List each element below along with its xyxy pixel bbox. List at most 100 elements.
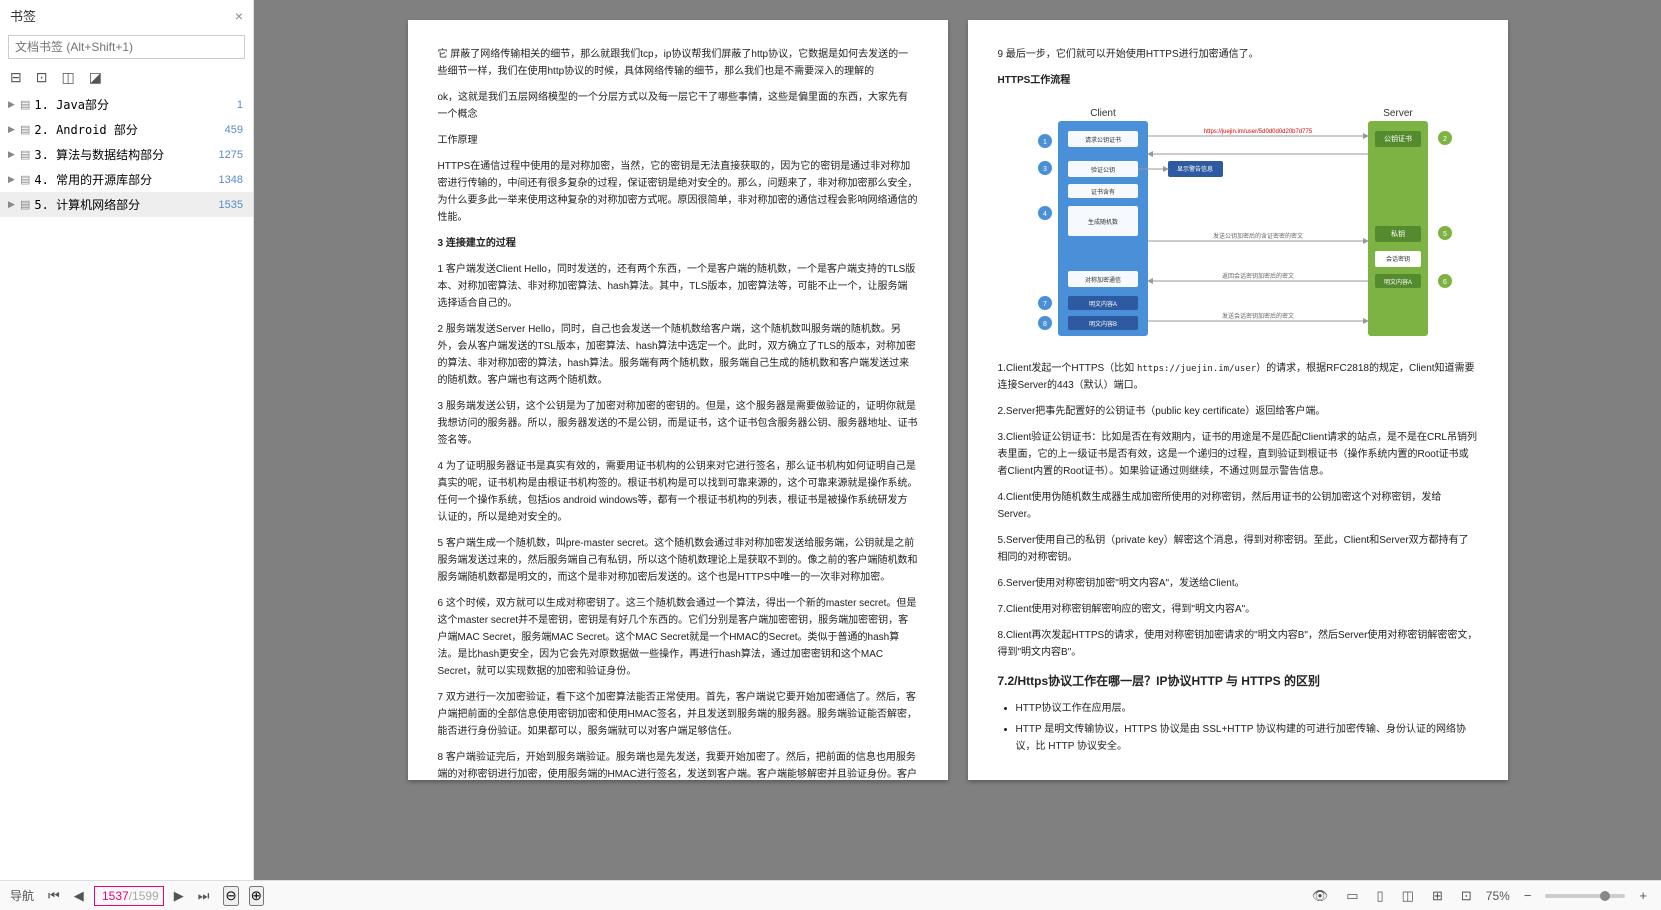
paragraph: 1 客户端发送Client Hello，同时发送的，还有两个东西，一个是客户端的…: [438, 261, 918, 312]
sidebar-item-label: 3. 算法与数据结构部分: [34, 146, 164, 163]
last-page-button[interactable]: ⏭: [194, 886, 214, 906]
chevron-right-icon[interactable]: ▶: [8, 199, 16, 210]
bookmark-page-icon: ▤: [20, 98, 30, 111]
paragraph: 9 最后一步，它们就可以开始使用HTTPS进行加密通信了。: [998, 46, 1478, 63]
chevron-right-icon[interactable]: ▶: [8, 99, 16, 110]
view-mode-split-icon[interactable]: ◫: [1398, 886, 1418, 906]
svg-text:发送会话密钥加密后的密文: 发送会话密钥加密后的密文: [1221, 312, 1293, 320]
paragraph: 1.Client发起一个HTTPS（比如 https://juejin.im/u…: [998, 360, 1478, 394]
sidebar-title: 书签: [10, 6, 36, 25]
https-flow-diagram: ClientServer请求公钥证书验证公钥证书含有生成随机数对称加密通信明文内…: [998, 106, 1478, 346]
paragraph: 3 服务端发送公钥，这个公钥是为了加密对称加密的密钥的。但是，这个服务器是需要做…: [438, 398, 918, 449]
view-mode-more-icon[interactable]: ⊡: [1457, 886, 1476, 906]
list-item: HTTP协议工作在应用层。: [1016, 700, 1478, 717]
paragraph: HTTPS在通信过程中使用的是对称加密，当然，它的密钥是无法直接获取的，因为它的…: [438, 158, 918, 226]
page-left: 它 屏蔽了网络传输相关的细节，那么就跟我们tcp，ip协议帮我们屏蔽了http协…: [408, 20, 948, 780]
paragraph: 7 双方进行一次加密验证，看下这个加密算法能否正常使用。首先，客户端说它要开始加…: [438, 689, 918, 740]
sidebar-item-label: 5. 计算机网络部分: [34, 196, 140, 213]
chevron-right-icon[interactable]: ▶: [8, 149, 16, 160]
view-mode-grid-icon[interactable]: ⊞: [1428, 886, 1447, 906]
paragraph: 2.Server把事先配置好的公钥证书（public key certifica…: [998, 403, 1478, 420]
next-page-button[interactable]: ▶: [170, 886, 188, 906]
expand-all-icon[interactable]: ⊟: [10, 69, 22, 86]
page-right: 9 最后一步，它们就可以开始使用HTTPS进行加密通信了。 HTTPS工作流程 …: [968, 20, 1508, 780]
svg-text:证书含有: 证书含有: [1090, 188, 1114, 196]
svg-text:验证公钥: 验证公钥: [1090, 166, 1114, 174]
paragraph: 2 服务端发送Server Hello，同时，自己也会发送一个随机数给客户端，这…: [438, 321, 918, 389]
view-mode-b-icon[interactable]: ▯: [1373, 886, 1388, 906]
nav-label: 导航: [10, 887, 34, 904]
close-icon[interactable]: ×: [235, 8, 243, 24]
status-bar: 导航 ⏮ ◀ 1537/1599 ▶ ⏭ ⊖ ⊕ 👁 ▭ ▯ ◫ ⊞ ⊡ 75%…: [0, 880, 1661, 910]
svg-text:对称加密通信: 对称加密通信: [1084, 276, 1120, 284]
zoom-value: 75%: [1486, 889, 1510, 903]
prev-page-button[interactable]: ◀: [70, 886, 88, 906]
sidebar-item[interactable]: ▶ ▤ 5. 计算机网络部分 1535: [0, 192, 253, 217]
bookmark-search-input[interactable]: [8, 35, 245, 59]
svg-text:会话密钥: 会话密钥: [1385, 255, 1409, 263]
svg-text:返回会话密钥加密后的密文: 返回会话密钥加密后的密文: [1221, 272, 1293, 280]
subheading: HTTPS工作流程: [998, 72, 1478, 89]
paragraph: 8 客户端验证完后，开始到服务端验证。服务端也是先发送，我要开始加密了。然后，把…: [438, 749, 918, 780]
first-page-button[interactable]: ⏮: [44, 886, 64, 906]
svg-text:公钥证书: 公钥证书: [1384, 134, 1412, 143]
svg-text:发送公钥加密后的含证密密的密文: 发送公钥加密后的含证密密的密文: [1212, 232, 1302, 240]
bookmarks-sidebar: 书签 × ⊟ ⊡ ◫ ◪ ▶▤1. Java部分1▶▤2. Android 部分…: [0, 0, 254, 880]
bookmark-list: ▶▤1. Java部分1▶▤2. Android 部分459▶▤3. 算法与数据…: [0, 92, 253, 880]
sidebar-item[interactable]: ▶▤1. Java部分1: [0, 92, 253, 117]
sidebar-item[interactable]: ▶ ▤ 3. 算法与数据结构部分 1275: [0, 142, 253, 167]
svg-text:1: 1: [1043, 139, 1047, 146]
svg-text:请求公钥证书: 请求公钥证书: [1084, 136, 1120, 144]
zoom-plus-button[interactable]: +: [1635, 886, 1651, 905]
bookmark-page-icon: ▤: [20, 123, 30, 136]
svg-text:4: 4: [1043, 211, 1047, 218]
document-viewport[interactable]: 它 屏蔽了网络传输相关的细节，那么就跟我们tcp，ip协议帮我们屏蔽了http协…: [254, 0, 1661, 880]
zoom-in-icon[interactable]: ⊕: [249, 886, 264, 906]
list-item: HTTP 是明文传输协议，HTTPS 协议是由 SSL+HTTP 协议构建的可进…: [1016, 721, 1478, 755]
eye-icon[interactable]: 👁: [1308, 886, 1333, 906]
paragraph: 5.Server使用自己的私钥（private key）解密这个消息，得到对称密…: [998, 532, 1478, 566]
svg-text:私钥: 私钥: [1391, 229, 1405, 238]
view-mode-a-icon[interactable]: ▭: [1342, 886, 1362, 906]
paragraph: 5 客户端生成一个随机数，叫pre-master secret。这个随机数会通过…: [438, 535, 918, 586]
bookmark-page-icon: ▤: [20, 173, 30, 186]
sidebar-item-page: 459: [225, 124, 243, 136]
chevron-right-icon[interactable]: ▶: [8, 174, 16, 185]
paragraph: 6 这个时候，双方就可以生成对称密钥了。这三个随机数会通过一个算法，得出一个新的…: [438, 595, 918, 680]
paragraph: 它 屏蔽了网络传输相关的细节，那么就跟我们tcp，ip协议帮我们屏蔽了http协…: [438, 46, 918, 80]
sidebar-item[interactable]: ▶ ▤ 2. Android 部分 459: [0, 117, 253, 142]
page-number-input[interactable]: 1537/1599: [94, 886, 164, 906]
svg-text:明文内容A: 明文内容A: [1088, 300, 1116, 308]
svg-text:7: 7: [1043, 301, 1047, 308]
zoom-out-icon[interactable]: ⊖: [223, 886, 238, 906]
paragraph: 工作原理: [438, 132, 918, 149]
sidebar-item-page: 1: [237, 99, 243, 111]
paragraph: 4 为了证明服务器证书是真实有效的，需要用证书机构的公钥来对它进行签名，那么证书…: [438, 458, 918, 526]
section-heading: 7.2/Https协议工作在哪一层？IP协议HTTP 与 HTTPS 的区别: [998, 671, 1478, 691]
svg-text:8: 8: [1043, 321, 1047, 328]
svg-text:显示警告信息: 显示警告信息: [1176, 165, 1212, 173]
zoom-slider[interactable]: [1545, 894, 1625, 898]
bookmark-alt-icon[interactable]: ◪: [89, 69, 102, 86]
sidebar-item-page: 1348: [219, 174, 243, 186]
paragraph: ok，这就是我们五层网络模型的一个分层方式以及每一层它干了哪些事情，这些是偏里面…: [438, 89, 918, 123]
svg-text:5: 5: [1443, 231, 1447, 238]
svg-text:明文内容A: 明文内容A: [1383, 278, 1411, 286]
sidebar-item-label: 4. 常用的开源库部分: [34, 171, 152, 188]
subheading: 3 连接建立的过程: [438, 235, 918, 252]
svg-text:3: 3: [1043, 166, 1047, 173]
sidebar-item[interactable]: ▶ ▤ 4. 常用的开源库部分 1348: [0, 167, 253, 192]
sidebar-item-page: 1535: [219, 199, 243, 211]
svg-text:Client: Client: [1090, 108, 1116, 119]
bookmark-page-icon: ▤: [20, 148, 30, 161]
collapse-all-icon[interactable]: ⊡: [36, 69, 48, 86]
svg-text:生成随机数: 生成随机数: [1087, 218, 1117, 226]
chevron-right-icon[interactable]: ▶: [8, 124, 16, 135]
sidebar-item-page: 1275: [219, 149, 243, 161]
sidebar-item-label: 2. Android 部分: [34, 121, 137, 138]
paragraph: 8.Client再次发起HTTPS的请求，使用对称密钥加密请求的"明文内容B"，…: [998, 627, 1478, 661]
zoom-minus-button[interactable]: −: [1520, 886, 1536, 905]
paragraph: 3.Client验证公钥证书：比如是否在有效期内，证书的用途是不是匹配Clien…: [998, 429, 1478, 480]
bookmark-page-icon: ▤: [20, 198, 30, 211]
bookmark-icon[interactable]: ◫: [61, 69, 74, 86]
